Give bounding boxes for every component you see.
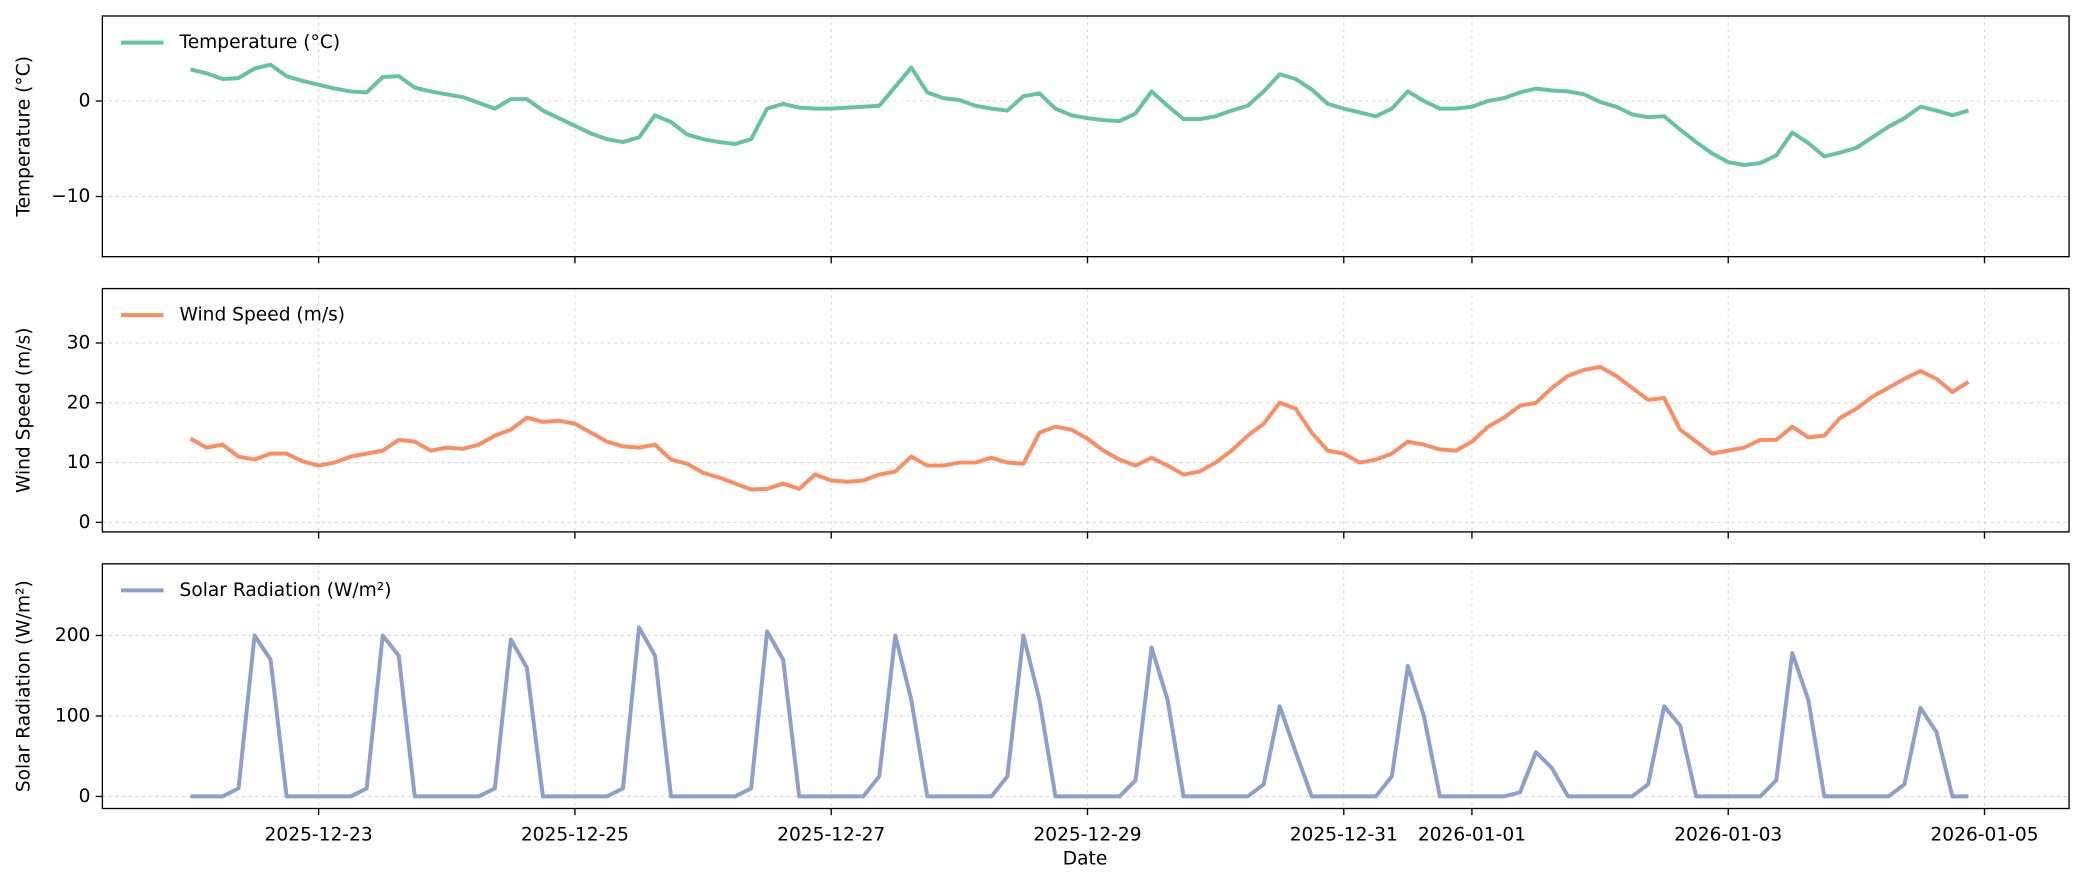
x-tick-label: 2025-12-27	[777, 825, 885, 846]
y-axis-label: Solar Radiation (W/m²)	[13, 580, 34, 792]
axes-frame	[101, 563, 2070, 810]
y-axis-label: Wind Speed (m/s)	[13, 327, 34, 493]
x-tick-label: 2025-12-23	[265, 825, 373, 846]
axes-frame	[101, 15, 2070, 258]
y-tick-label: −10	[51, 186, 90, 207]
data-line	[190, 62, 1970, 167]
y-tick-label: 0	[79, 786, 91, 807]
legend-label: Wind Speed (m/s)	[180, 305, 346, 326]
y-tick-label: 30	[67, 332, 91, 353]
legend-label: Solar Radiation (W/m²)	[180, 580, 392, 601]
x-tick-label: 2026-01-03	[1674, 825, 1782, 846]
x-tick-label: 2026-01-01	[1418, 825, 1526, 846]
data-line	[190, 625, 1969, 799]
y-tick-label: 10	[67, 452, 91, 473]
x-tick-label: 2025-12-25	[521, 825, 629, 846]
y-tick-label: 0	[79, 512, 91, 533]
x-tick-label: 2026-01-05	[1930, 825, 2038, 846]
y-tick-label: 200	[55, 625, 91, 646]
y-axis-label: Temperature (°C)	[13, 56, 34, 218]
y-tick-label: 20	[67, 392, 91, 413]
x-axis-label: Date	[1063, 849, 1107, 870]
data-line	[189, 364, 1970, 492]
x-tick-label: 2025-12-29	[1033, 825, 1141, 846]
y-tick-label: 100	[55, 705, 91, 726]
y-tick-label: 0	[79, 90, 91, 111]
legend-label: Temperature (°C)	[179, 32, 341, 53]
x-tick-label: 2025-12-31	[1290, 825, 1398, 846]
axes-frame	[101, 287, 2070, 533]
